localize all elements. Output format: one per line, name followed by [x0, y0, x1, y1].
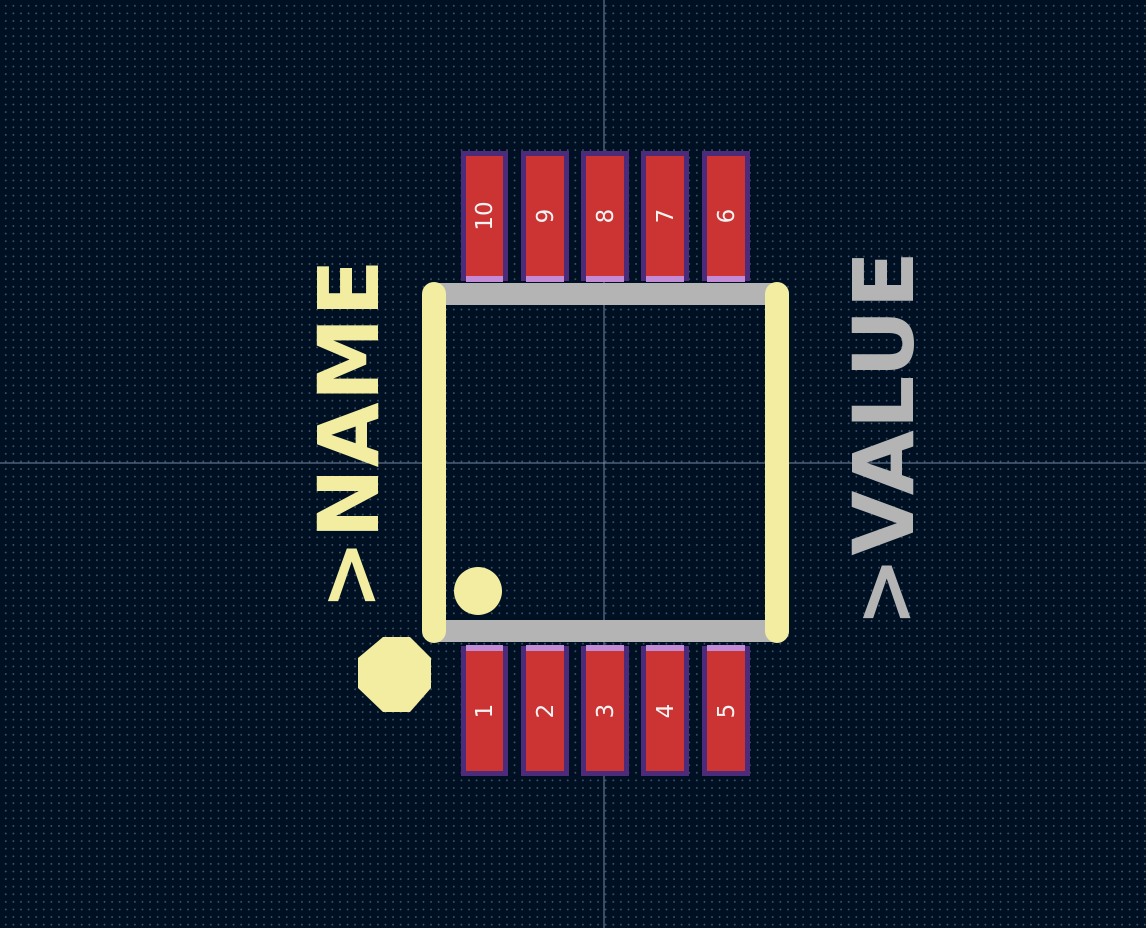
pad-number: 2: [533, 704, 559, 719]
pin1-marker-dot: [454, 567, 502, 615]
pad-top-5[interactable]: 6: [702, 151, 750, 282]
value-text[interactable]: >VALUE: [835, 250, 933, 627]
pad-number: 10: [472, 201, 498, 230]
pin1-marker-octagon: [358, 637, 431, 712]
pad-number: 9: [533, 209, 559, 224]
pad-bottom-1[interactable]: 1: [461, 645, 508, 776]
pad-number: 8: [593, 209, 619, 224]
pad-bottom-2[interactable]: 2: [521, 645, 569, 776]
reference-designator-text[interactable]: >NAME: [300, 258, 398, 610]
pad-number: 3: [593, 704, 619, 719]
pad-top-4[interactable]: 7: [641, 151, 689, 282]
pad-number: 6: [714, 209, 740, 224]
pad-number: 5: [714, 704, 740, 719]
pad-bottom-3[interactable]: 3: [581, 645, 629, 776]
pad-top-3[interactable]: 8: [581, 151, 629, 282]
pad-top-1[interactable]: 10: [461, 151, 508, 282]
pad-top-2[interactable]: 9: [521, 151, 569, 282]
pad-number: 4: [653, 704, 679, 719]
pad-bottom-5[interactable]: 5: [702, 645, 750, 776]
pad-number: 7: [653, 209, 679, 224]
pad-number: 1: [472, 704, 498, 719]
pad-bottom-4[interactable]: 4: [641, 645, 689, 776]
